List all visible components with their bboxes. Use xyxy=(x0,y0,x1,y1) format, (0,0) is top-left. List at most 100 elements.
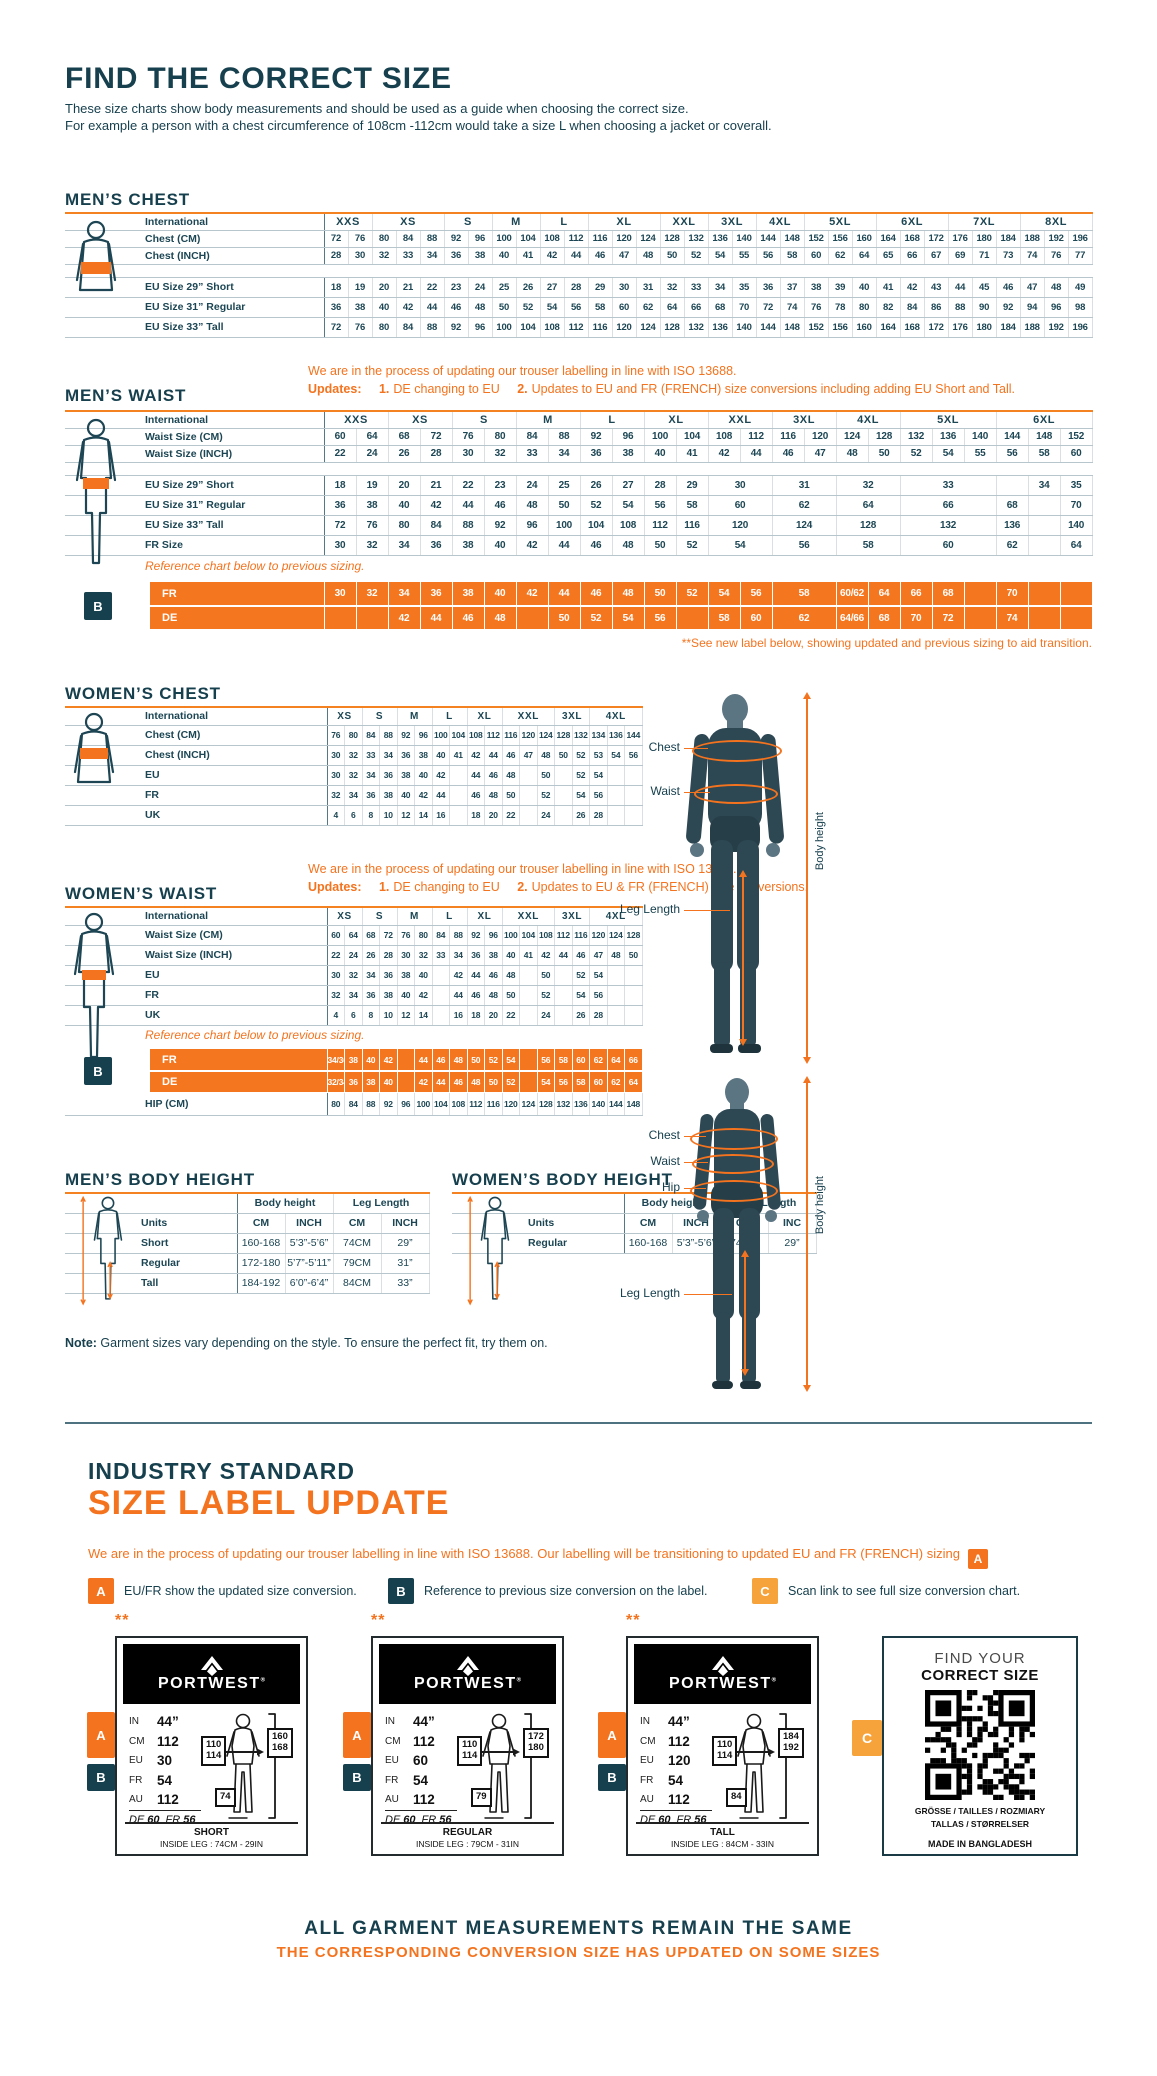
size-cell: 50 xyxy=(491,297,517,318)
size-cell xyxy=(607,965,626,986)
leg-leader-line xyxy=(684,1294,732,1295)
size-cell: 50 xyxy=(548,495,581,516)
size-group-header: S xyxy=(361,907,398,926)
qr-card-line2: CORRECT SIZE xyxy=(921,1667,1039,1684)
size-cell: 36 xyxy=(420,535,453,556)
size-cell: 148 xyxy=(1028,428,1061,446)
size-cell xyxy=(607,785,626,806)
size-cell: 41 xyxy=(676,445,709,463)
size-cell: 35 xyxy=(732,277,757,298)
size-cell: 46 xyxy=(431,1049,450,1072)
size-cell: 76 xyxy=(803,297,829,318)
portwest-diamond-icon xyxy=(200,1656,223,1676)
card-footer-line xyxy=(636,1822,809,1824)
size-cell: 34 xyxy=(361,765,381,786)
prev-size-separator xyxy=(640,1810,712,1811)
size-cell xyxy=(676,606,709,631)
size-cell: 62 xyxy=(771,495,837,516)
size-cell: 22 xyxy=(451,475,485,496)
size-cell: 52 xyxy=(579,495,613,516)
size-cell: 32 xyxy=(326,785,345,806)
size-cell: 52 xyxy=(516,297,541,318)
size-cell: 44 xyxy=(554,945,573,966)
size-cell: 24 xyxy=(515,475,549,496)
size-cell: 33 xyxy=(515,445,549,463)
size-cell: 38 xyxy=(484,945,503,966)
size-cell: 124 xyxy=(519,1093,538,1116)
size-cell: 46 xyxy=(451,606,485,631)
row-label: FR xyxy=(150,1049,328,1072)
size-cell: 42 xyxy=(515,582,549,607)
card-badge-a: A xyxy=(598,1712,626,1758)
size-cell: 52 xyxy=(537,985,556,1006)
measurement-row: EU 120 xyxy=(640,1751,691,1771)
size-cell: 120 xyxy=(519,725,538,746)
size-cell xyxy=(431,985,451,1006)
size-cell: 38 xyxy=(361,1071,380,1094)
size-cell: 48 xyxy=(636,247,661,265)
height-cell: 184-192 xyxy=(236,1273,286,1294)
size-group-header: 7XL xyxy=(947,213,1021,231)
size-cell: 38 xyxy=(356,495,389,516)
size-cell: 53 xyxy=(589,745,608,766)
size-cell: 134 xyxy=(589,725,608,746)
size-cell: 92 xyxy=(443,317,469,338)
measure-value: 30 xyxy=(157,1753,173,1769)
size-cell: 108 xyxy=(707,428,741,446)
size-cell: 124 xyxy=(835,428,869,446)
brand-wordmark: PORTWEST® xyxy=(668,1675,777,1692)
size-cell: 62 xyxy=(636,297,661,318)
row-label: Waist Size (CM) xyxy=(65,925,328,946)
row-label: EU Size 29” Short xyxy=(65,277,325,298)
size-cell: 54 xyxy=(537,1071,555,1094)
card-asterisks: ** xyxy=(626,1612,641,1629)
size-cell: 30 xyxy=(396,945,416,966)
size-group-header: 6XL xyxy=(995,411,1093,429)
size-cell: 84 xyxy=(900,297,925,318)
size-cell: 68 xyxy=(707,297,733,318)
size-cell: 92 xyxy=(443,230,469,248)
size-cell: 19 xyxy=(348,277,373,298)
male-chest-icon xyxy=(75,220,117,292)
size-cell: 44 xyxy=(564,247,589,265)
mens-chest-heading: MEN’S CHEST xyxy=(65,190,190,209)
size-cell: 8 xyxy=(361,805,381,826)
size-cell: 54 xyxy=(589,965,608,986)
size-cell: 38 xyxy=(344,1049,363,1072)
size-cell xyxy=(554,765,573,786)
size-cell: 60/62 xyxy=(835,582,869,607)
intro-text: These size charts show body measurements… xyxy=(65,100,965,134)
size-cell xyxy=(607,1005,626,1026)
size-cell: 47 xyxy=(612,247,637,265)
measurement-list: IN 44” CM 112 EU 120 FR 54 AU 112 xyxy=(640,1712,691,1810)
size-label-card-short: PORTWEST® IN 44” CM 112 EU 30 FR 54 AU 112 DE 60 FR 56… xyxy=(115,1636,308,1856)
size-group-header: XS xyxy=(326,907,363,926)
size-cell: 64 xyxy=(852,247,877,265)
women-hip-label: Hip xyxy=(661,1180,680,1194)
mens-waist-table: International XXS XS S M L XL XXL 3XL 4XL 5XL 6XL Wa… xyxy=(65,410,1093,556)
size-group-header: XS xyxy=(371,213,445,231)
row-label: DE xyxy=(150,1071,328,1094)
prev-unit: FR xyxy=(165,1814,181,1826)
men-leg-label: Leg Length xyxy=(619,902,680,916)
size-cell: 28 xyxy=(589,805,608,826)
size-cell: 94 xyxy=(1019,297,1045,318)
size-cell: 108 xyxy=(612,515,645,536)
size-cell: 58 xyxy=(1028,445,1061,463)
size-cell: 24 xyxy=(344,945,363,966)
size-cell: 71 xyxy=(972,247,997,265)
size-cell: 128 xyxy=(659,317,685,338)
row-label: EU xyxy=(65,765,328,786)
size-cell xyxy=(1028,495,1061,516)
size-cell: 46 xyxy=(996,277,1021,298)
size-cell: 58 xyxy=(587,297,613,318)
row-label: EU Size 33” Tall xyxy=(65,515,325,536)
column-header: International xyxy=(65,707,328,726)
size-cell xyxy=(624,985,643,1006)
men-chest-label: Chest xyxy=(648,740,680,754)
card-badge-b: B xyxy=(343,1764,371,1791)
legend-text-c: Scan link to see full size conversion ch… xyxy=(788,1584,1021,1598)
legend-text-b: Reference to previous size conversion on… xyxy=(424,1584,708,1598)
height-cell: INC xyxy=(768,1213,817,1234)
size-cell: 34 xyxy=(344,785,363,806)
